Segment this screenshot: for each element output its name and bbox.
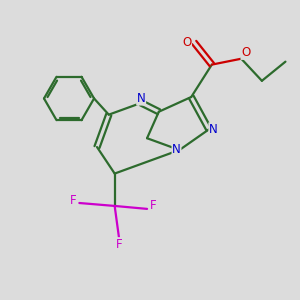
Text: O: O: [182, 36, 191, 49]
Text: F: F: [70, 194, 77, 207]
Text: F: F: [116, 238, 122, 251]
Text: N: N: [172, 143, 181, 157]
Text: F: F: [150, 200, 156, 212]
Text: N: N: [137, 92, 146, 105]
Text: O: O: [241, 46, 250, 59]
Text: N: N: [209, 123, 218, 136]
